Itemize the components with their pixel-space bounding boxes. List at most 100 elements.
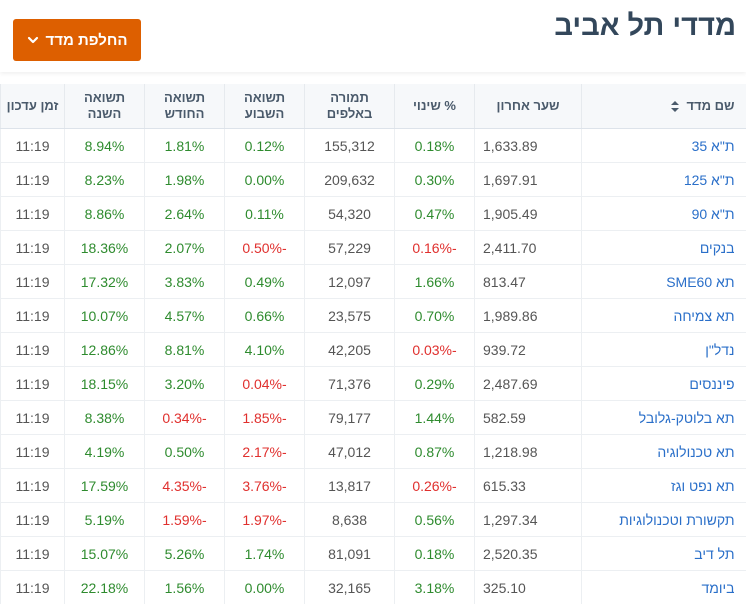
year-return-cell: 17.59% — [64, 468, 145, 503]
table-body: ת"א 35 1,633.89 0.18% 155,312 0.12% 1.81% 8.94… — [0, 128, 746, 604]
month-return-cell: 1.56% — [144, 570, 225, 604]
month-return-cell: -1.59% — [144, 502, 225, 537]
year-return-cell: 10.07% — [64, 298, 145, 333]
column-header-last[interactable]: שער אחרון — [474, 84, 582, 129]
last-price-cell: 1,905.49 — [474, 196, 582, 231]
update-time-cell: 11:19 — [0, 536, 65, 571]
column-header-turnover[interactable]: תמורה באלפים — [304, 84, 395, 129]
update-time-cell: 11:19 — [0, 570, 65, 604]
turnover-cell: 79,177 — [304, 400, 395, 435]
page-header: מדדי תל אביב החלפת מדד — [0, 0, 746, 72]
month-return-cell: 5.26% — [144, 536, 225, 571]
week-return-cell: -0.50% — [224, 230, 305, 265]
week-return-cell: 0.00% — [224, 162, 305, 197]
month-return-cell: 8.81% — [144, 332, 225, 367]
last-price-cell: 1,633.89 — [474, 128, 582, 163]
change-cell: 0.70% — [394, 298, 475, 333]
column-header-year[interactable]: תשואה השנה — [64, 84, 145, 129]
table-row[interactable]: תא צמיחה 1,989.86 0.70% 23,575 0.66% 4.57% 10.… — [0, 298, 746, 333]
year-return-cell: 18.15% — [64, 366, 145, 401]
turnover-cell: 81,091 — [304, 536, 395, 571]
update-time-cell: 11:19 — [0, 468, 65, 503]
update-time-cell: 11:19 — [0, 196, 65, 231]
table-row[interactable]: תל דיב 2,520.35 0.18% 81,091 1.74% 5.26% 15.07… — [0, 536, 746, 571]
change-cell: 0.56% — [394, 502, 475, 537]
month-return-cell: 3.83% — [144, 264, 225, 299]
table-row[interactable]: תא SME60 813.47 1.66% 12,097 0.49% 3.83% 17.32… — [0, 264, 746, 299]
table-row[interactable]: נדל"ן 939.72 -0.03% 42,205 4.10% 8.81% 12.86% 1… — [0, 332, 746, 367]
table-row[interactable]: תא טכנולוגיה 1,218.98 0.87% 47,012 -2.17% 0.5… — [0, 434, 746, 469]
index-name-link[interactable]: ביומד — [581, 570, 746, 604]
last-price-cell: 2,411.70 — [474, 230, 582, 265]
table-row[interactable]: תא בלוטק-גלובל 582.59 1.44% 79,177 -1.85% -0.… — [0, 400, 746, 435]
year-return-cell: 8.94% — [64, 128, 145, 163]
change-cell: 0.18% — [394, 128, 475, 163]
month-return-cell: -4.35% — [144, 468, 225, 503]
index-name-link[interactable]: ת"א 35 — [581, 128, 746, 163]
week-return-cell: -0.04% — [224, 366, 305, 401]
turnover-cell: 23,575 — [304, 298, 395, 333]
turnover-cell: 47,012 — [304, 434, 395, 469]
update-time-cell: 11:19 — [0, 332, 65, 367]
week-return-cell: -2.17% — [224, 434, 305, 469]
last-price-cell: 1,697.91 — [474, 162, 582, 197]
switch-index-button[interactable]: החלפת מדד — [13, 19, 141, 61]
update-time-cell: 11:19 — [0, 434, 65, 469]
week-return-cell: 1.74% — [224, 536, 305, 571]
week-return-cell: 0.66% — [224, 298, 305, 333]
chevron-down-icon — [27, 36, 38, 44]
year-return-cell: 8.38% — [64, 400, 145, 435]
last-price-cell: 582.59 — [474, 400, 582, 435]
column-header-week[interactable]: תשואה השבוע — [224, 84, 305, 129]
week-return-cell: -1.97% — [224, 502, 305, 537]
month-return-cell: 4.57% — [144, 298, 225, 333]
year-return-cell: 8.23% — [64, 162, 145, 197]
table-row[interactable]: תא נפט וגז 615.33 -0.26% 13,817 -3.76% -4.35%… — [0, 468, 746, 503]
turnover-cell: 71,376 — [304, 366, 395, 401]
index-name-link[interactable]: תא בלוטק-גלובל — [581, 400, 746, 435]
index-name-link[interactable]: ת"א 125 — [581, 162, 746, 197]
week-return-cell: -3.76% — [224, 468, 305, 503]
column-header-change[interactable]: % שינוי — [394, 84, 475, 129]
turnover-cell: 32,165 — [304, 570, 395, 604]
index-name-link[interactable]: תא טכנולוגיה — [581, 434, 746, 469]
change-cell: -0.03% — [394, 332, 475, 367]
column-header-time[interactable]: זמן עדכון — [0, 84, 65, 129]
index-name-link[interactable]: בנקים — [581, 230, 746, 265]
column-header-month[interactable]: תשואה החודש — [144, 84, 225, 129]
last-price-cell: 2,520.35 — [474, 536, 582, 571]
index-name-link[interactable]: תקשורת וטכנולוגיות — [581, 502, 746, 537]
index-name-link[interactable]: תל דיב — [581, 536, 746, 571]
change-cell: -0.16% — [394, 230, 475, 265]
index-name-link[interactable]: תא SME60 — [581, 264, 746, 299]
table-row[interactable]: ת"א 125 1,697.91 0.30% 209,632 0.00% 1.98% 8.2… — [0, 162, 746, 197]
year-return-cell: 15.07% — [64, 536, 145, 571]
year-return-cell: 12.86% — [64, 332, 145, 367]
index-name-link[interactable]: ת"א 90 — [581, 196, 746, 231]
month-return-cell: 2.07% — [144, 230, 225, 265]
last-price-cell: 1,218.98 — [474, 434, 582, 469]
update-time-cell: 11:19 — [0, 366, 65, 401]
table-row[interactable]: ת"א 90 1,905.49 0.47% 54,320 0.11% 2.64% 8.86%… — [0, 196, 746, 231]
column-header-name[interactable]: שם מדד — [581, 84, 746, 129]
table-row[interactable]: ביומד 325.10 3.18% 32,165 0.00% 1.56% 22.18% 11… — [0, 570, 746, 604]
table-row[interactable]: תקשורת וטכנולוגיות 1,297.34 0.56% 8,638 -1.9… — [0, 502, 746, 537]
change-cell: 1.66% — [394, 264, 475, 299]
week-return-cell: 0.11% — [224, 196, 305, 231]
year-return-cell: 17.32% — [64, 264, 145, 299]
index-name-link[interactable]: תא צמיחה — [581, 298, 746, 333]
year-return-cell: 18.36% — [64, 230, 145, 265]
update-time-cell: 11:19 — [0, 298, 65, 333]
indices-table-container: שם מדד שער אחרון % שינוי תמורה באלפים תש… — [0, 84, 746, 604]
index-name-link[interactable]: פיננסים — [581, 366, 746, 401]
month-return-cell: 3.20% — [144, 366, 225, 401]
index-name-link[interactable]: נדל"ן — [581, 332, 746, 367]
change-cell: 0.47% — [394, 196, 475, 231]
table-row[interactable]: בנקים 2,411.70 -0.16% 57,229 -0.50% 2.07% 18.3… — [0, 230, 746, 265]
turnover-cell: 42,205 — [304, 332, 395, 367]
update-time-cell: 11:19 — [0, 162, 65, 197]
change-cell: 0.87% — [394, 434, 475, 469]
table-row[interactable]: פיננסים 2,487.69 0.29% 71,376 -0.04% 3.20% 18.… — [0, 366, 746, 401]
table-row[interactable]: ת"א 35 1,633.89 0.18% 155,312 0.12% 1.81% 8.94… — [0, 128, 746, 163]
index-name-link[interactable]: תא נפט וגז — [581, 468, 746, 503]
